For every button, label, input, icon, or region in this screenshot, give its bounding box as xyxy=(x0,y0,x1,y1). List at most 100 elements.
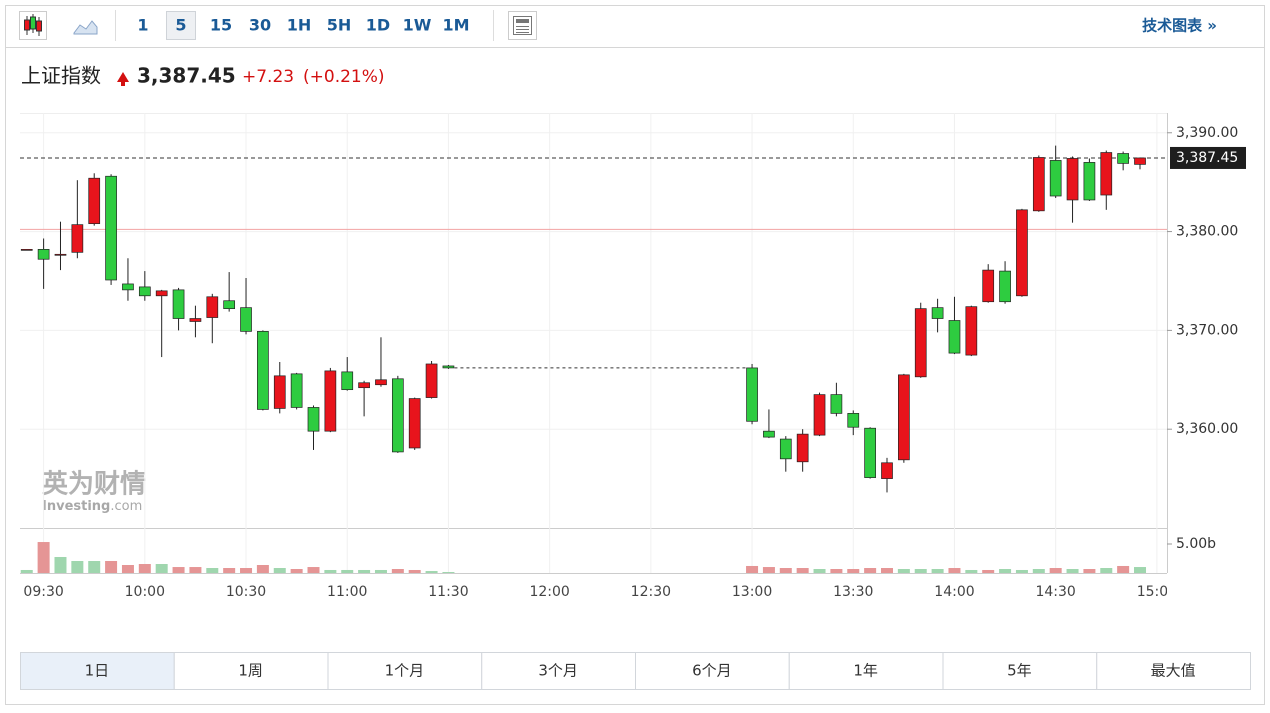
candle-body xyxy=(408,398,421,449)
last-price-label: 3,387.45 xyxy=(1176,150,1238,166)
candle-body xyxy=(746,367,758,422)
candle-icon[interactable] xyxy=(19,11,47,40)
volume-bar xyxy=(864,568,877,573)
x-tick-label: 14:00 xyxy=(934,584,974,600)
volume-tick-label: 5.00b xyxy=(1176,536,1216,552)
volume-bar xyxy=(172,567,185,573)
candle-body xyxy=(763,430,775,438)
range-button[interactable] xyxy=(942,652,1098,690)
volume-bar xyxy=(1134,567,1147,573)
index-name: 上证指数 xyxy=(21,64,101,88)
volume-bar xyxy=(374,569,387,573)
candle-body xyxy=(779,438,792,460)
x-tick-label: 11:30 xyxy=(428,584,468,600)
candle-body xyxy=(931,307,944,319)
interval-button[interactable]: 5 xyxy=(175,16,186,35)
candle-body xyxy=(358,382,370,389)
candle-body xyxy=(391,378,404,453)
tech-chart-link[interactable]: 技术图表 » xyxy=(1142,17,1217,35)
volume-bar xyxy=(341,569,354,573)
candle-body xyxy=(54,253,67,256)
candle-body xyxy=(375,379,387,386)
line-icon[interactable] xyxy=(73,20,98,35)
candle-body xyxy=(847,413,860,428)
candle-body xyxy=(1032,157,1045,212)
interval-button[interactable]: 1M xyxy=(442,16,469,35)
x-tick-label: 10:00 xyxy=(125,584,165,600)
candle-body xyxy=(914,308,927,378)
candle-body xyxy=(71,224,84,253)
volume-bar xyxy=(1100,568,1113,573)
interval-button[interactable]: 1D xyxy=(366,16,390,35)
interval-button[interactable]: 1H xyxy=(287,16,312,35)
volume-bar xyxy=(408,569,421,573)
change: +7.23 xyxy=(242,67,294,87)
candle-body xyxy=(1016,209,1028,297)
volume-bar xyxy=(1032,568,1045,573)
volume-bar xyxy=(897,568,910,573)
range-button[interactable] xyxy=(788,652,944,690)
volume-bar xyxy=(391,568,404,573)
volume-bar xyxy=(223,568,236,573)
interval-button[interactable]: 30 xyxy=(249,16,271,35)
range-button[interactable] xyxy=(1096,652,1251,690)
candle-body xyxy=(122,283,134,291)
volume-bar xyxy=(931,568,944,573)
range-label[interactable]: 3个月 xyxy=(538,662,578,680)
volume-bar xyxy=(273,568,286,573)
volume-bar xyxy=(914,568,927,573)
candle-body xyxy=(20,249,33,251)
watermark-cn: 英为财情 xyxy=(42,470,146,500)
volume-bar xyxy=(155,564,168,573)
range-label[interactable]: 1个月 xyxy=(385,662,425,680)
volume-bar xyxy=(20,569,33,573)
interval-button[interactable]: 1 xyxy=(137,16,148,35)
x-tick-label: 12:30 xyxy=(631,584,671,600)
range-label[interactable]: 1年 xyxy=(853,662,878,680)
volume-bar xyxy=(206,568,219,573)
x-tick-label: 10:30 xyxy=(226,584,266,600)
watermark-en: Investing.com xyxy=(42,499,142,514)
range-label[interactable]: 1日 xyxy=(85,662,110,680)
interval-button[interactable]: 5H xyxy=(327,16,352,35)
volume-bar xyxy=(307,567,320,573)
volume-bar xyxy=(189,567,202,573)
volume-bar xyxy=(796,568,809,573)
y-tick-label: 3,360.00 xyxy=(1176,421,1238,437)
volume-bar xyxy=(813,568,826,573)
range-button[interactable] xyxy=(173,652,329,690)
range-label[interactable]: 最大值 xyxy=(1151,662,1196,680)
frame xyxy=(5,5,1265,705)
volume-bar xyxy=(1049,568,1062,573)
candle-body xyxy=(1066,158,1079,201)
volume-bar xyxy=(54,556,67,573)
candle-body xyxy=(206,296,219,318)
x-axis: 09:30 10:00 10:30 11:00 11:30 12:00 12:30 13:00… xyxy=(23,584,1167,600)
news-icon[interactable] xyxy=(508,11,537,40)
candle-body xyxy=(240,307,252,332)
candle-body xyxy=(442,365,455,369)
volume-bar xyxy=(290,568,303,573)
y-tick-label: 3,380.00 xyxy=(1176,224,1238,240)
candle-body xyxy=(290,373,303,408)
volume-bar xyxy=(324,569,337,573)
interval-button[interactable]: 15 xyxy=(210,16,232,35)
y-tick-label: 3,390.00 xyxy=(1176,125,1238,141)
volume-bar xyxy=(999,568,1012,573)
candle-body xyxy=(425,363,438,398)
range-label[interactable]: 1周 xyxy=(238,662,263,680)
y-tick-label: 3,370.00 xyxy=(1176,322,1238,338)
range-label[interactable]: 5年 xyxy=(1007,662,1032,680)
range-label[interactable]: 6个月 xyxy=(692,662,732,680)
range-button[interactable] xyxy=(327,652,483,690)
interval-button[interactable]: 1W xyxy=(403,16,432,35)
watermark-en-main: Investing xyxy=(42,499,110,514)
candle-body xyxy=(948,320,961,354)
volume-bar xyxy=(71,560,84,573)
candle-body xyxy=(37,249,50,260)
volume-bar xyxy=(762,567,775,573)
volume-bar xyxy=(965,569,978,573)
watermark-en-suffix: .com xyxy=(110,499,142,514)
range-button[interactable] xyxy=(481,652,636,690)
change-percent: (+0.21%) xyxy=(303,67,385,87)
